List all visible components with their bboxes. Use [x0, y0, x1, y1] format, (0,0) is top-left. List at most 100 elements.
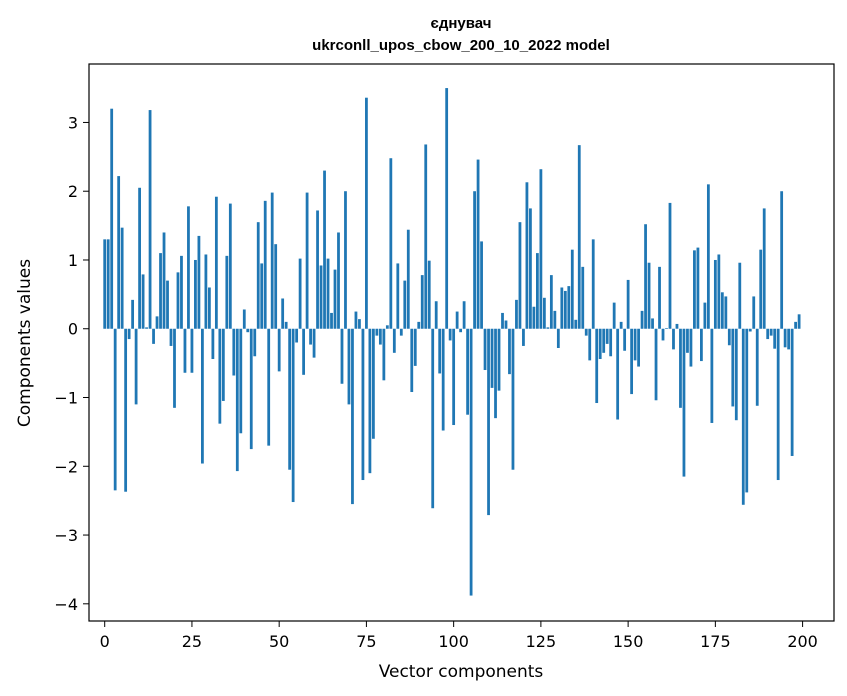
bar [532, 306, 536, 329]
bar [330, 312, 333, 329]
y-tick-label: −4 [54, 595, 78, 614]
bar [152, 328, 155, 344]
bar [225, 255, 229, 329]
bar [588, 328, 592, 361]
bar [476, 159, 480, 329]
y-axis-ticks: −4 −3 −2 −1 0 1 2 3 [54, 113, 89, 614]
bar [445, 88, 449, 329]
bar [591, 239, 595, 329]
bar [602, 328, 606, 353]
bar [494, 328, 497, 419]
bar [630, 328, 634, 395]
bar [522, 328, 525, 346]
bar [647, 262, 651, 329]
bar [201, 328, 204, 464]
bar [117, 176, 121, 329]
bar [434, 301, 438, 329]
bar [466, 328, 469, 415]
bar [148, 110, 152, 329]
bar [242, 309, 246, 329]
bar [741, 328, 745, 505]
bar [651, 318, 654, 329]
bar [654, 328, 658, 401]
bar [207, 287, 211, 329]
bar [783, 328, 787, 348]
bar [598, 328, 602, 360]
x-axis-label: Vector components [379, 662, 544, 682]
bar [288, 328, 292, 470]
bars-group [103, 88, 801, 596]
bar [567, 286, 571, 329]
x-tick-label: 175 [700, 632, 731, 651]
bar [270, 192, 274, 329]
bar [766, 328, 770, 340]
bar [640, 310, 644, 329]
y-tick-label: 2 [68, 182, 78, 201]
bar [253, 328, 257, 357]
bar [696, 247, 700, 329]
y-axis-label: Components values [15, 259, 35, 427]
bar [309, 328, 312, 345]
bar [141, 274, 145, 329]
bar [441, 328, 445, 431]
bar [228, 203, 232, 329]
bar [347, 328, 351, 405]
bar [595, 328, 599, 404]
bar [665, 328, 668, 329]
bar [246, 328, 250, 333]
bar [274, 244, 278, 329]
bar [710, 328, 714, 423]
bar [549, 275, 553, 329]
bar [752, 296, 756, 329]
bar [616, 328, 620, 420]
bar [232, 328, 236, 376]
y-tick-label: 1 [68, 251, 78, 270]
bar [235, 328, 239, 472]
bar [731, 328, 735, 407]
bar [389, 158, 393, 329]
bar [536, 253, 539, 329]
bar [396, 263, 400, 329]
bar [556, 328, 560, 348]
bar [358, 319, 361, 329]
bar [378, 328, 382, 345]
bar [103, 239, 107, 329]
bar [581, 266, 585, 329]
y-tick-label: −3 [54, 526, 78, 545]
bar [120, 227, 124, 329]
x-tick-label: 25 [182, 632, 202, 651]
bar [277, 328, 281, 372]
bar [794, 321, 798, 329]
bar [682, 328, 686, 477]
bar [720, 292, 724, 329]
bar [511, 328, 515, 470]
bar [263, 200, 267, 329]
bar [260, 263, 264, 329]
bar [518, 222, 522, 329]
bar [448, 328, 452, 341]
bar [194, 259, 197, 329]
bar [159, 253, 162, 329]
bar [605, 328, 609, 344]
bar [546, 327, 550, 329]
bar [679, 328, 682, 408]
bar [515, 299, 518, 329]
bar [563, 290, 567, 329]
bar [382, 328, 386, 381]
bar [162, 232, 166, 329]
bar [106, 239, 110, 329]
chart-subtitle: ukrconll_upos_cbow_200_10_2022 model [312, 37, 610, 54]
bar [713, 259, 717, 329]
bar [427, 260, 431, 329]
bar [333, 269, 337, 329]
bar [689, 328, 693, 367]
bar [462, 301, 466, 329]
bar [455, 311, 459, 329]
bar [399, 328, 403, 336]
bar [776, 328, 780, 481]
bar [570, 249, 574, 329]
bar [438, 328, 442, 374]
bar [211, 328, 215, 360]
bar [138, 187, 141, 329]
